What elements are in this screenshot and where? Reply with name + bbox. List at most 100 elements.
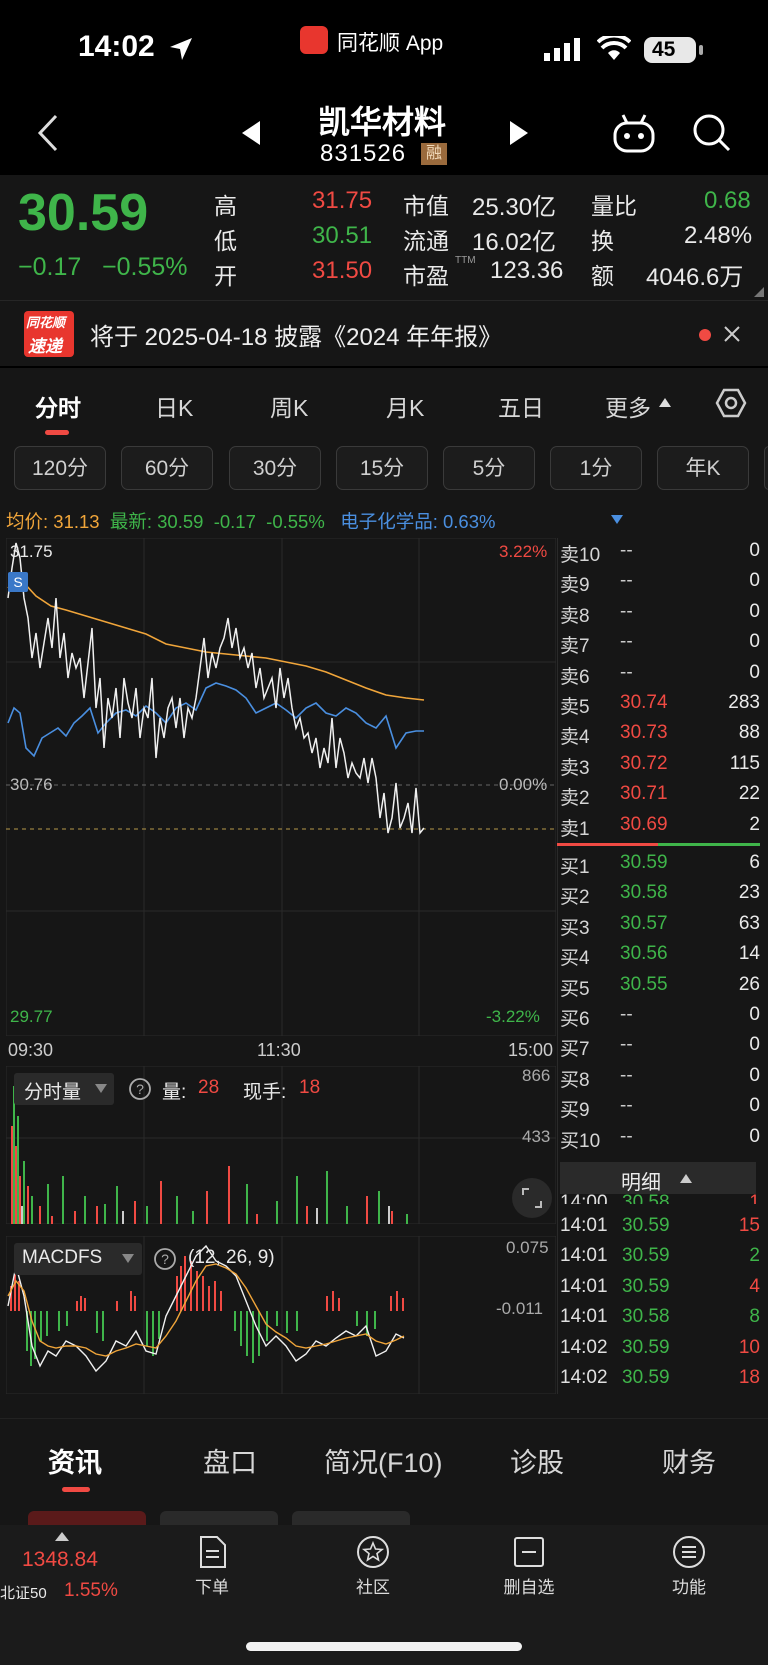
ask-level-label: 卖8 [560, 605, 590, 627]
tick-row: 14:02 30.59 10 [560, 1337, 760, 1367]
tab-daily-k[interactable]: 日K [155, 395, 194, 421]
tab-finance[interactable]: 财务 [662, 1448, 716, 1478]
bid-level-label: 买10 [560, 1130, 601, 1152]
tab-more[interactable]: 更多 [605, 395, 651, 421]
tab-monthly-k[interactable]: 月K [386, 395, 425, 421]
chip-60m[interactable]: 60分 [121, 446, 213, 490]
latest-change: -0.17 [213, 511, 256, 532]
sector-label[interactable]: 电子化学品: [340, 511, 438, 532]
float-label: 流通 [403, 228, 449, 254]
fullscreen-button[interactable] [512, 1178, 552, 1218]
bid-volume: 0 [749, 1095, 760, 1117]
notice-bar[interactable]: 同花顺 速递 将于 2025-04-18 披露《2024 年年报》 [0, 300, 768, 366]
bid-row[interactable]: 买7 -- 0 [560, 1034, 760, 1064]
ask-row[interactable]: 卖6 -- 0 [560, 662, 760, 692]
ask-row[interactable]: 卖8 -- 0 [560, 601, 760, 631]
ask-row[interactable]: 卖7 -- 0 [560, 631, 760, 661]
macd-help-icon[interactable]: ? [153, 1247, 177, 1271]
news-chip-2[interactable] [160, 1511, 278, 1526]
bid-level-label: 买1 [560, 857, 590, 878]
close-icon[interactable] [724, 326, 740, 342]
bid-row[interactable]: 买6 -- 0 [560, 1004, 760, 1034]
detail-header[interactable] [560, 1162, 756, 1194]
bid-row[interactable]: 买3 30.57 63 [560, 913, 760, 943]
search-icon[interactable] [692, 113, 732, 153]
chip-1m[interactable]: 1分 [550, 446, 642, 490]
bid-row[interactable]: 买10 -- 0 [560, 1126, 760, 1156]
ask-row[interactable]: 卖3 30.72 115 [560, 753, 760, 783]
index-expand-icon[interactable] [55, 1532, 69, 1541]
index-pct: 1.55% [64, 1580, 118, 1601]
macd-dropdown-icon [122, 1254, 134, 1263]
help-icon[interactable]: ? [128, 1077, 152, 1101]
chip-120m[interactable]: 120分 [14, 446, 106, 490]
pe-ttm-label: TTM [455, 255, 476, 266]
ask-price: -- [620, 570, 633, 592]
bid-row[interactable]: 买8 -- 0 [560, 1065, 760, 1095]
tick-volume: 18 [738, 1367, 760, 1388]
macd-chart[interactable] [6, 1236, 556, 1394]
ask-row[interactable]: 卖10 -- 0 [560, 540, 760, 570]
ask-row[interactable]: 卖9 -- 0 [560, 570, 760, 600]
bid-price: -- [620, 1034, 633, 1056]
volume-selector-label: 分时量 [24, 1082, 82, 1103]
bid-row[interactable]: 买9 -- 0 [560, 1095, 760, 1125]
bid-level-label: 买6 [560, 1009, 590, 1030]
time-start-label: 09:30 [8, 1040, 54, 1060]
bid-row[interactable]: 买4 30.56 14 [560, 943, 760, 973]
volume-selector[interactable] [14, 1073, 114, 1105]
volume-chart[interactable] [6, 1066, 556, 1224]
chip-5m[interactable]: 5分 [443, 446, 535, 490]
sell-marker[interactable]: S [8, 572, 28, 592]
ask-row[interactable]: 卖2 30.71 22 [560, 783, 760, 813]
index-value[interactable]: 1348.84 [22, 1548, 98, 1571]
dock-community-button[interactable]: 社区 [318, 1535, 428, 1598]
info-tabs: 资讯 盘口 简况(F10) 诊股 财务 [0, 1418, 768, 1526]
bid-row[interactable]: 买5 30.55 26 [560, 974, 760, 1004]
dock-community-label: 社区 [356, 1578, 390, 1597]
sector-dropdown-icon[interactable] [611, 515, 623, 524]
tab-diagnosis[interactable]: 诊股 [510, 1448, 564, 1478]
bid-row[interactable]: 买2 30.58 23 [560, 882, 760, 912]
tab-news[interactable]: 资讯 [48, 1448, 102, 1478]
ask-price: -- [620, 631, 633, 653]
macd-selector[interactable] [14, 1243, 142, 1275]
tab-five-day[interactable]: 五日 [498, 395, 544, 421]
prev-stock-icon[interactable] [240, 120, 262, 146]
back-icon[interactable] [36, 113, 60, 153]
tick-price: 30.59 [622, 1245, 670, 1267]
tab-intraday[interactable]: 分时 [35, 395, 81, 421]
ask-row[interactable]: 卖1 30.69 2 [560, 814, 760, 844]
news-chip-3[interactable] [292, 1511, 410, 1526]
ask-row[interactable]: 卖4 30.73 88 [560, 722, 760, 752]
chip-15m[interactable]: 15分 [336, 446, 428, 490]
next-stock-icon[interactable] [508, 120, 530, 146]
chip-year-k[interactable]: 年K [657, 446, 749, 490]
news-chip-1[interactable] [28, 1511, 146, 1526]
bid-price: -- [620, 1004, 633, 1025]
dock-remove-watchlist-button[interactable]: 删自选 [474, 1535, 584, 1598]
settings-hex-icon[interactable] [715, 387, 747, 419]
news-tab-indicator [62, 1487, 90, 1492]
menu-circle-icon [673, 1536, 705, 1568]
expand-corner-icon[interactable] [754, 287, 764, 297]
price-change-pct: −0.55% [102, 253, 188, 281]
home-indicator[interactable] [246, 1642, 522, 1651]
tab-active-indicator [45, 430, 69, 435]
tab-weekly-k[interactable]: 周K [270, 395, 309, 421]
tab-order-info[interactable]: 盘口 [203, 1448, 257, 1478]
bid-level-label: 买2 [560, 887, 590, 909]
ask-level-label: 卖1 [560, 818, 590, 840]
chip-30m[interactable]: 30分 [229, 446, 321, 490]
ask-row[interactable]: 卖5 30.74 283 [560, 692, 760, 722]
notice-text: 将于 2025-04-18 披露《2024 年年报》 [90, 324, 503, 351]
chip-overflow[interactable] [764, 446, 768, 490]
turnover-label: 换 [591, 228, 614, 254]
dock-functions-button[interactable]: 功能 [634, 1535, 744, 1598]
robot-assistant-icon[interactable] [612, 111, 656, 155]
ask-price: 30.69 [620, 813, 668, 835]
dock-order-button[interactable]: 下单 [157, 1535, 267, 1598]
intraday-price-chart[interactable] [6, 538, 556, 1036]
bid-row[interactable]: 买1 30.59 6 [560, 852, 760, 882]
tab-f10[interactable]: 简况(F10) [324, 1448, 443, 1478]
